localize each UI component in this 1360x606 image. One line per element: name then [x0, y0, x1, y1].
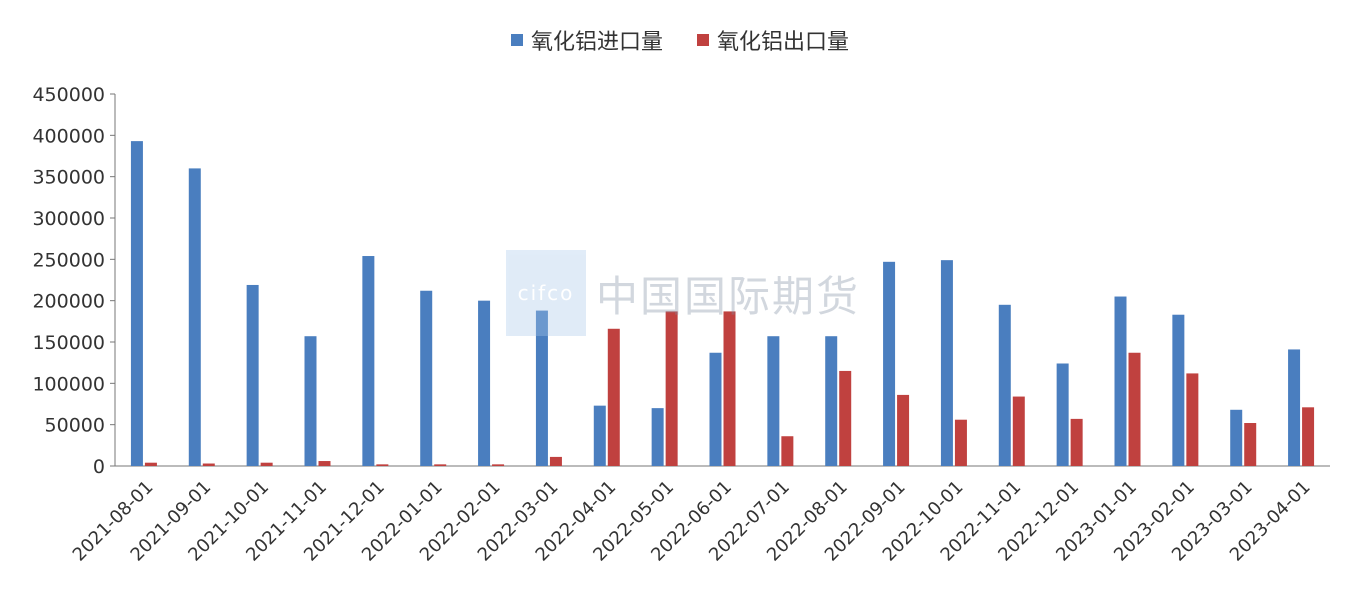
y-tick-label: 150000	[32, 332, 105, 354]
export-bar	[607, 328, 620, 466]
legend-label-export: 氧化铝出口量	[717, 30, 850, 55]
export-bar	[723, 311, 736, 466]
export-bar	[897, 394, 910, 466]
import-bar	[420, 290, 433, 466]
legend-swatch-export	[697, 34, 709, 46]
legend-swatch-import	[510, 34, 523, 46]
export-bar	[781, 436, 794, 466]
export-bar	[665, 311, 678, 466]
y-tick-label: 400000	[32, 125, 105, 147]
import-bar	[709, 352, 722, 466]
y-tick-label: 0	[93, 456, 105, 478]
import-bar	[940, 260, 953, 466]
import-bar	[651, 408, 664, 466]
export-bar	[1186, 373, 1199, 466]
import-bar	[1230, 409, 1243, 466]
export-bar	[202, 463, 215, 466]
export-bar	[1012, 396, 1025, 466]
export-bar	[1244, 423, 1257, 466]
legend-label-import: 氧化铝进口量	[530, 30, 663, 55]
watermark-logo: cifco	[506, 250, 586, 336]
import-bar	[1114, 296, 1127, 466]
bars	[130, 141, 1315, 466]
import-bar	[825, 336, 838, 466]
export-bar	[954, 419, 967, 466]
export-bar	[260, 462, 273, 466]
import-bar	[246, 284, 259, 466]
export-bar	[549, 456, 562, 466]
y-tick-label: 50000	[45, 415, 105, 437]
import-bar	[1056, 363, 1069, 466]
import-bar	[478, 300, 491, 466]
export-bar	[839, 370, 852, 466]
import-bar	[883, 261, 896, 466]
import-bar	[998, 304, 1011, 466]
legend-item-export: 氧化铝出口量	[697, 24, 849, 56]
x-axis: 2021-08-012021-09-012021-10-012021-11-01…	[69, 465, 1330, 566]
y-tick-label: 300000	[32, 208, 105, 230]
y-tick-label: 350000	[32, 167, 105, 189]
export-bar	[1070, 418, 1083, 466]
watermark: cifco 中国国际期货	[506, 250, 860, 336]
export-bar	[434, 464, 447, 466]
y-tick-label: 450000	[32, 84, 105, 106]
import-bar	[130, 141, 143, 466]
watermark-text: 中国国际期货	[596, 271, 861, 321]
y-tick-label: 100000	[32, 373, 105, 395]
import-bar	[304, 336, 317, 466]
import-bar	[362, 256, 375, 466]
import-bar	[1172, 314, 1185, 466]
import-bar	[535, 310, 548, 466]
export-bar	[376, 464, 389, 466]
import-bar	[1288, 349, 1301, 466]
import-bar	[188, 168, 201, 466]
export-bar	[318, 461, 331, 466]
legend-item-import: 氧化铝进口量	[510, 24, 663, 56]
import-bar	[593, 405, 606, 466]
y-axis: 0 50000 100000 150000 200000 250000 300000 3500…	[32, 84, 116, 478]
export-bar	[1128, 352, 1141, 466]
export-bar	[492, 464, 505, 466]
legend: 氧化铝进口量 氧化铝出口量	[0, 24, 1360, 56]
y-tick-label: 250000	[32, 249, 105, 271]
export-bar	[1302, 407, 1315, 466]
y-tick-label: 200000	[32, 291, 105, 313]
export-bar	[144, 462, 157, 466]
import-bar	[767, 336, 780, 466]
